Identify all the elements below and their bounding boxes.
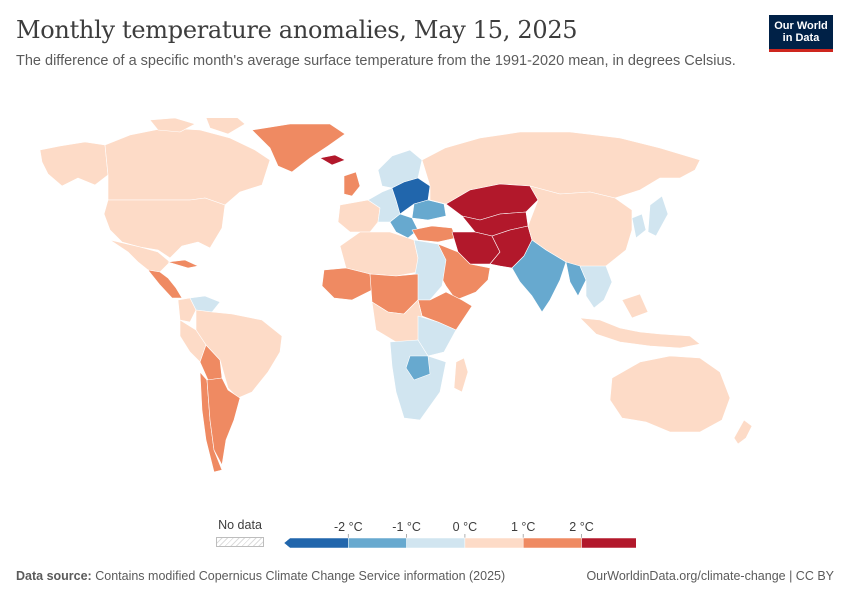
chart-header: Monthly temperature anomalies, May 15, 2…	[16, 14, 736, 70]
logo-line-2: in Data	[782, 32, 820, 44]
color-legend: -2 °C -1 °C 0 °C 1 °C 2 °C	[284, 520, 636, 549]
country-alaska[interactable]	[39, 141, 109, 187]
country-colombia[interactable]	[177, 297, 197, 323]
footer: Data source: Contains modified Copernicu…	[16, 569, 834, 583]
data-source: Data source: Contains modified Copernicu…	[16, 569, 505, 583]
legend-tick-label: 0 °C	[453, 520, 477, 534]
chart-title: Monthly temperature anomalies, May 15, 2…	[16, 16, 578, 44]
legend-bin-4	[522, 537, 582, 549]
legend-bin-3	[464, 537, 524, 549]
country-korea-and-japan[interactable]	[631, 213, 647, 239]
legend-tick-label: -2 °C	[334, 520, 363, 534]
country-united-states[interactable]	[103, 197, 226, 259]
country-central-africa[interactable]	[371, 299, 423, 343]
country-argentina[interactable]	[206, 377, 241, 466]
country-west-africa[interactable]	[321, 267, 373, 301]
country-canada[interactable]	[205, 118, 246, 135]
chart-subtitle: The difference of a specific month's ave…	[16, 53, 736, 69]
country-indonesia[interactable]	[621, 293, 649, 319]
country-central-america[interactable]	[147, 269, 183, 299]
owid-logo[interactable]: Our World in Data	[769, 15, 833, 52]
data-source-text: Contains modified Copernicus Climate Cha…	[95, 569, 506, 583]
country-australia[interactable]	[609, 355, 731, 433]
legend-bin-1	[348, 537, 407, 549]
country-russia[interactable]	[421, 131, 701, 205]
country-united-kingdom[interactable]	[343, 171, 361, 197]
country-venezuela[interactable]	[189, 295, 221, 313]
country-myanmar[interactable]	[565, 261, 587, 297]
country-zimbabwe[interactable]	[405, 355, 431, 381]
footer-url[interactable]: OurWorldinData.org/climate-change | CC B…	[586, 569, 834, 583]
country-new-zealand[interactable]	[733, 419, 753, 445]
country-india[interactable]	[511, 239, 567, 313]
country-canada[interactable]	[149, 118, 196, 133]
legend-tick-label: -1 °C	[392, 520, 421, 534]
country-southern-africa[interactable]	[389, 339, 447, 421]
legend-bin-0	[284, 537, 349, 549]
country-indonesia[interactable]	[579, 317, 701, 349]
legend-tick-label: 1 °C	[511, 520, 535, 534]
no-data-legend: No data	[214, 518, 266, 547]
logo-line-1: Our World	[774, 20, 828, 32]
country-turkey[interactable]	[411, 225, 457, 243]
legend-tick-label: 2 °C	[569, 520, 593, 534]
country-horn-of-africa[interactable]	[417, 291, 473, 331]
country-bolivia[interactable]	[199, 344, 223, 381]
legend-bin-5	[581, 537, 636, 549]
data-source-label: Data source:	[16, 569, 92, 583]
country-canada[interactable]	[104, 127, 271, 206]
country-southeast-asia[interactable]	[579, 265, 613, 309]
legend-bin-2	[406, 537, 466, 549]
country-western-europe[interactable]	[337, 199, 381, 233]
world-map[interactable]	[0, 118, 850, 488]
country-cuba[interactable]	[167, 259, 199, 269]
no-data-label: No data	[218, 518, 262, 532]
country-korea-and-japan[interactable]	[647, 195, 669, 237]
no-data-swatch	[216, 537, 264, 547]
country-iceland[interactable]	[319, 154, 346, 166]
country-greenland[interactable]	[251, 123, 346, 173]
country-madagascar[interactable]	[453, 357, 469, 393]
